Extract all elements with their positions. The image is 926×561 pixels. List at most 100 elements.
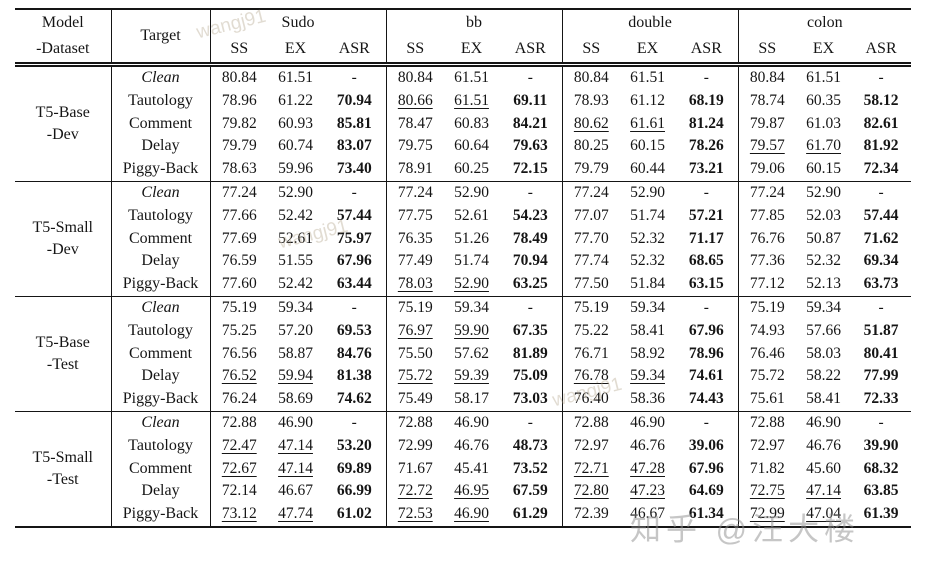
subcol-header-double-ss: SS [562, 35, 621, 67]
metric-value: 64.69 [675, 480, 739, 504]
metric-value: 59.39 [454, 367, 489, 385]
metric-value: 58.92 [630, 344, 665, 362]
metric-value: 77.75 [397, 206, 433, 224]
metric-value: 68.32 [863, 459, 899, 477]
table-row: T5-Base -Test Clean 75.19 59.34-75.19 59.34-7… [15, 295, 912, 412]
metric-value: 61.51 [630, 69, 665, 86]
metric-value: 59.34 [268, 295, 323, 320]
target-label: Tautology [111, 204, 211, 228]
model-dataset-line: T5-Base [35, 333, 90, 351]
metric-value: 63.25 [499, 273, 563, 297]
metric-value: 75.19 [738, 295, 797, 320]
metric-value: 69.11 [499, 89, 563, 113]
metric-value: - [851, 180, 912, 205]
result-block: T5-Base -Test Clean 75.19 59.34-75.19 59.34-7… [15, 295, 912, 412]
metric-value: 61.22 [278, 91, 313, 109]
metric-value: 80.84 [221, 69, 257, 86]
metric-value: 72.88 [738, 410, 797, 435]
metric-value: 83.07 [323, 135, 387, 159]
metric-value: 78.47 [397, 114, 433, 132]
metric-value: 73.12 [221, 505, 257, 523]
metric-value: 76.35 [397, 229, 433, 247]
metric-value: 58.22 [806, 367, 841, 385]
target-label: Comment [111, 457, 211, 481]
model-dataset-cell: T5-Base -Dev [15, 64, 112, 182]
metric-value: 61.34 [675, 503, 739, 527]
target-label: Tautology [111, 89, 211, 113]
metric-value: 52.90 [796, 180, 852, 205]
metric-value: 77.85 [749, 206, 785, 224]
metric-value: 69.53 [323, 319, 387, 343]
metric-value: 60.64 [454, 137, 489, 155]
metric-value: 78.63 [221, 160, 257, 178]
metric-value: 60.83 [454, 114, 489, 132]
metric-value: - [499, 64, 563, 90]
metric-value: 74.61 [675, 365, 739, 389]
metric-value: 52.90 [268, 180, 323, 205]
metric-value: 77.99 [863, 367, 899, 385]
metric-value: 67.35 [499, 319, 563, 343]
metric-value: 58.41 [630, 321, 665, 339]
metric-value: 81.24 [675, 112, 739, 136]
result-block: T5-Base -Dev Clean 80.84 61.51-80.84 61.51-80… [15, 64, 911, 182]
table-row: Delay 76.52 59.94 81.38 75.72 59.39 75.09 76.78… [15, 365, 911, 389]
metric-value: 80.84 [749, 69, 785, 86]
metric-value: 61.51 [454, 91, 489, 109]
metric-value: 46.76 [454, 436, 489, 454]
metric-value: 51.74 [630, 206, 665, 224]
metric-value: 58.17 [454, 390, 489, 408]
metric-value: 72.47 [221, 436, 257, 454]
metric-value: 77.74 [573, 252, 609, 270]
target-label: Tautology [111, 434, 211, 458]
metric-value: 75.09 [499, 365, 563, 389]
subcol-header-sudo-ss: SS [210, 35, 268, 67]
target-label: Delay [111, 135, 211, 159]
subcol-header-bb-ss: SS [386, 35, 445, 67]
metric-value: 79.79 [221, 137, 257, 155]
metric-value: 51.74 [454, 252, 489, 270]
metric-value: 75.22 [573, 321, 609, 339]
subcol-header-sudo-asr: ASR [323, 35, 387, 67]
metric-value: 52.42 [278, 275, 313, 293]
metric-value: 59.34 [630, 367, 665, 385]
metric-value: - [499, 180, 563, 205]
metric-value: 52.32 [630, 229, 665, 247]
metric-value: 58.12 [863, 91, 899, 109]
metric-value: 75.49 [397, 390, 433, 408]
metric-value: 77.66 [221, 206, 257, 224]
metric-value: 59.96 [278, 160, 313, 178]
metric-value: 77.24 [386, 180, 445, 205]
metric-value: 67.96 [675, 319, 739, 343]
metric-value: 76.56 [221, 344, 257, 362]
metric-value: 79.79 [573, 160, 609, 178]
metric-value: 72.39 [573, 505, 609, 523]
metric-value: 46.67 [278, 482, 313, 500]
metric-value: 72.15 [499, 158, 563, 182]
metric-value: 82.61 [863, 114, 899, 132]
metric-value: 61.29 [499, 503, 563, 527]
metric-value: 72.99 [397, 436, 433, 454]
metric-value: - [675, 64, 739, 90]
metric-value: 77.36 [749, 252, 785, 270]
metric-value: 60.25 [454, 160, 489, 178]
metric-value: 58.41 [806, 390, 841, 408]
target-label: Clean [111, 295, 211, 320]
metric-value: 72.88 [210, 410, 268, 435]
metric-value: 46.90 [454, 505, 489, 523]
metric-value: 80.62 [573, 114, 609, 132]
metric-value: 77.24 [210, 180, 268, 205]
metric-value: 47.14 [806, 482, 841, 500]
metric-value: 39.06 [675, 434, 739, 458]
metric-value: 52.90 [454, 275, 489, 293]
table-row: Comment 76.56 58.87 84.76 75.50 57.62 81.89 76.… [15, 342, 911, 366]
model-dataset-cell: T5-Base -Test [15, 295, 112, 412]
metric-value: 79.06 [749, 160, 785, 178]
metric-value: 48.73 [499, 434, 563, 458]
metric-value: 77.50 [573, 275, 609, 293]
metric-value: 57.66 [806, 321, 841, 339]
metric-value: 60.15 [630, 137, 665, 155]
metric-value: 51.26 [454, 229, 489, 247]
metric-value: 75.19 [210, 295, 268, 320]
metric-value: 52.61 [454, 206, 489, 224]
group-header-double: double [562, 9, 739, 36]
